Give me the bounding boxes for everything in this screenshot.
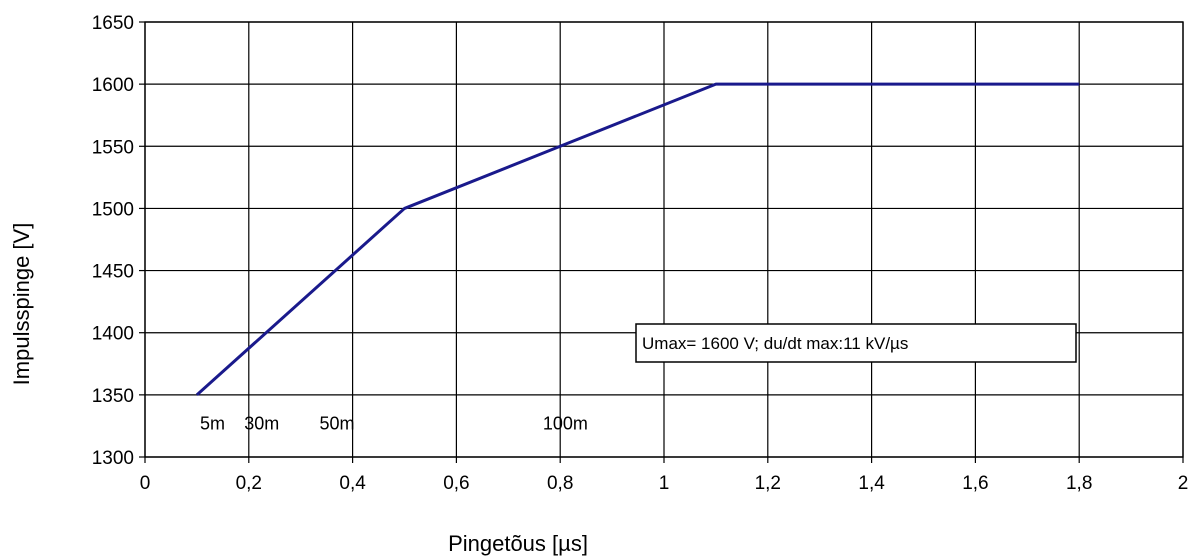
plot-border	[144, 21, 1184, 458]
x-tick-labels: 0 0,2 0,4 0,6 0,8 1 1,2 1,4 1,6 1,8 2	[140, 473, 1189, 494]
legend-box: Umax= 1600 V; du/dt max:11 kV/µs	[635, 323, 1077, 363]
annotations: 5m 30m 50m 100m	[200, 414, 588, 434]
x-tick-label: 1,4	[858, 473, 885, 494]
x-tick-label: 1	[659, 473, 670, 494]
x-tick-label: 0	[140, 473, 151, 494]
y-tick-label: 1500	[92, 199, 134, 220]
y-tick-label: 1450	[92, 262, 134, 283]
x-tick-label: 1,6	[962, 473, 988, 494]
x-tick-label: 1,2	[755, 473, 781, 494]
annotation-label: 100m	[543, 414, 588, 434]
y-tick-label: 1300	[92, 448, 134, 469]
y-axis-label: Impulsspinge [V]	[9, 223, 34, 386]
y-tick-label: 1350	[92, 386, 134, 407]
series-line	[195, 82, 1080, 396]
y-tick-labels: 1300 1350 1400 1450 1500 1550 1600 1650	[92, 13, 134, 469]
y-tick-label: 1650	[92, 13, 134, 34]
x-tick-label: 0,4	[339, 473, 366, 494]
series	[195, 82, 1080, 396]
annotation-label: 30m	[244, 414, 279, 434]
x-tick-label: 2	[1178, 473, 1189, 494]
annotation-label: 5m	[200, 414, 225, 434]
annotation-label: 50m	[320, 414, 355, 434]
x-tick-label: 1,8	[1066, 473, 1092, 494]
x-tick-label: 0,8	[547, 473, 573, 494]
x-tick-label: 0,2	[236, 473, 262, 494]
y-tick-label: 1600	[92, 75, 134, 96]
x-tick-label: 0,6	[443, 473, 469, 494]
x-axis-label: Pingetõus [µs]	[448, 531, 588, 556]
legend-text: Umax= 1600 V; du/dt max:11 kV/µs	[642, 334, 908, 353]
grid	[139, 21, 1184, 463]
y-tick-label: 1400	[92, 324, 134, 345]
y-tick-label: 1550	[92, 137, 134, 158]
